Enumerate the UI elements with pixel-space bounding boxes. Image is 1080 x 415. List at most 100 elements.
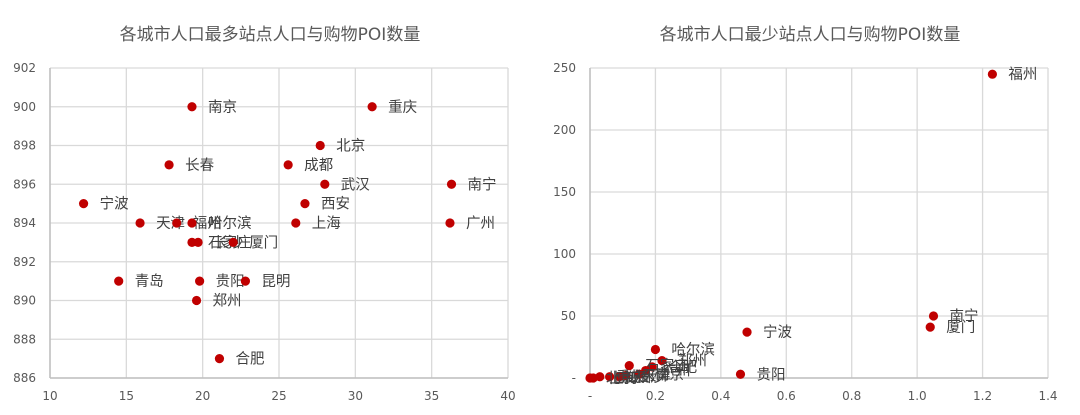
data-point[interactable]	[735, 369, 746, 379]
data-point[interactable]	[742, 327, 752, 337]
chart-title: 各城市人口最少站点人口与购物POI数量	[659, 25, 961, 45]
y-tick-label: 898	[13, 139, 36, 153]
data-label: 合肥	[235, 351, 264, 368]
data-label: 上海	[609, 370, 638, 387]
data-label: 南京	[208, 99, 237, 116]
data-label: 广州	[662, 363, 691, 380]
data-label: 厦门	[946, 319, 975, 336]
x-tick-label: 1.2	[973, 389, 992, 403]
data-label: 石家庄	[645, 357, 689, 375]
data-point[interactable]	[228, 237, 238, 247]
data-point[interactable]	[283, 160, 293, 170]
x-tick-label: 20	[195, 389, 210, 403]
data-label: 长春	[185, 157, 214, 174]
data-point[interactable]	[320, 179, 330, 189]
data-label: 长沙	[635, 369, 664, 386]
y-tick-label: 894	[13, 216, 36, 230]
data-point[interactable]	[614, 372, 625, 382]
data-point[interactable]	[187, 218, 197, 228]
data-point[interactable]	[925, 322, 935, 332]
y-tick-label: 902	[13, 61, 36, 75]
x-tick-label: 0.2	[646, 389, 665, 403]
data-label: 哈尔滨	[671, 341, 715, 358]
data-label: 郑州	[213, 293, 242, 310]
y-tick-label: 250	[553, 61, 576, 75]
chart-least-populated-stations: 各城市人口最少站点人口与购物POI数量 - 0.2 0.4 0.6 0.8 1.0 1.2 1…	[540, 0, 1080, 415]
data-point[interactable]	[135, 218, 145, 228]
data-label: 南京	[655, 366, 684, 383]
scatter-plot-area: 10 15 20 25 30 35 40 886 888 890 892 894 896 898 900 90…	[13, 61, 516, 403]
x-tick-label: 1.4	[1038, 389, 1057, 403]
data-label: 贵阳	[756, 366, 785, 383]
data-label: 重庆	[388, 99, 417, 116]
chart-most-populated-stations: 各城市人口最多站点人口与购物POI数量 10 15 20 25 30 35 40 886 888…	[13, 25, 516, 403]
x-tick-label: 15	[119, 389, 134, 403]
data-point[interactable]	[240, 276, 251, 286]
x-tick-label: 10	[42, 389, 57, 403]
data-point[interactable]	[172, 218, 182, 228]
data-point[interactable]	[367, 102, 377, 112]
data-label: 厦门	[249, 234, 278, 251]
data-point[interactable]	[928, 311, 939, 321]
y-tick-label: 896	[13, 177, 36, 191]
data-label: 宁波	[100, 196, 129, 213]
data-point[interactable]	[195, 276, 205, 286]
chart-title: 各城市人口最多站点人口与购物POI数量	[119, 25, 421, 45]
data-point[interactable]	[187, 102, 197, 112]
data-label: 郑州	[678, 353, 707, 370]
data-point[interactable]	[657, 356, 667, 366]
y-tick-label: -	[572, 371, 576, 385]
x-tick-label: 35	[424, 389, 439, 403]
data-label: 南宁	[468, 176, 497, 193]
data-point[interactable]	[214, 354, 225, 364]
data-point[interactable]	[114, 276, 124, 286]
x-tick-label: 40	[500, 389, 515, 403]
data-point[interactable]	[585, 373, 595, 383]
y-tick-label: 886	[13, 371, 36, 385]
y-tick-label: 890	[13, 294, 36, 308]
data-label: 贵阳	[216, 273, 245, 290]
data-label: 宁波	[763, 324, 792, 341]
y-tick-label: 100	[553, 247, 576, 261]
data-point[interactable]	[445, 218, 455, 228]
data-point[interactable]	[300, 199, 310, 209]
data-label: 福州	[1008, 66, 1037, 83]
data-point[interactable]	[164, 160, 174, 170]
data-point[interactable]	[987, 69, 997, 79]
data-label: 合肥	[668, 359, 697, 376]
data-point[interactable]	[291, 218, 301, 228]
data-point[interactable]	[624, 361, 634, 371]
x-tick-label: 25	[271, 389, 286, 403]
data-label: 天津	[642, 368, 671, 385]
data-point[interactable]	[78, 199, 89, 209]
data-point[interactable]	[315, 140, 325, 151]
y-tick-label: 888	[13, 332, 36, 346]
data-label: 广州	[466, 215, 495, 232]
scatter-plot-area: - 0.2 0.4 0.6 0.8 1.0 1.2 1.4 - 50 100 150 200 250 福州南…	[553, 61, 1057, 403]
data-point[interactable]	[634, 369, 644, 379]
data-label: 青岛	[135, 273, 164, 290]
data-label: 昆明	[261, 274, 290, 290]
data-label: 福州	[193, 215, 222, 232]
data-label: 成都	[304, 157, 333, 174]
data-point[interactable]	[605, 372, 615, 382]
y-tick-label: 892	[13, 255, 36, 269]
data-label: 西安	[321, 196, 350, 213]
data-point[interactable]	[446, 179, 457, 189]
data-label: 重庆	[616, 369, 645, 386]
data-label: 武汉	[341, 176, 370, 193]
y-tick-label: 50	[561, 309, 576, 323]
data-point[interactable]	[650, 344, 661, 355]
x-tick-label: 30	[348, 389, 363, 403]
data-point[interactable]	[191, 295, 202, 306]
data-label: 北京	[606, 370, 635, 387]
y-tick-label: 200	[553, 123, 576, 137]
data-label: 上海	[312, 215, 341, 232]
x-tick-label: 0.6	[777, 389, 796, 403]
x-tick-label: 0.4	[711, 389, 730, 403]
data-label: 成都	[626, 369, 655, 386]
y-tick-label: 150	[553, 185, 576, 199]
data-label: 长沙	[214, 234, 243, 251]
data-point[interactable]	[193, 237, 203, 247]
data-label: 北京	[336, 138, 365, 155]
